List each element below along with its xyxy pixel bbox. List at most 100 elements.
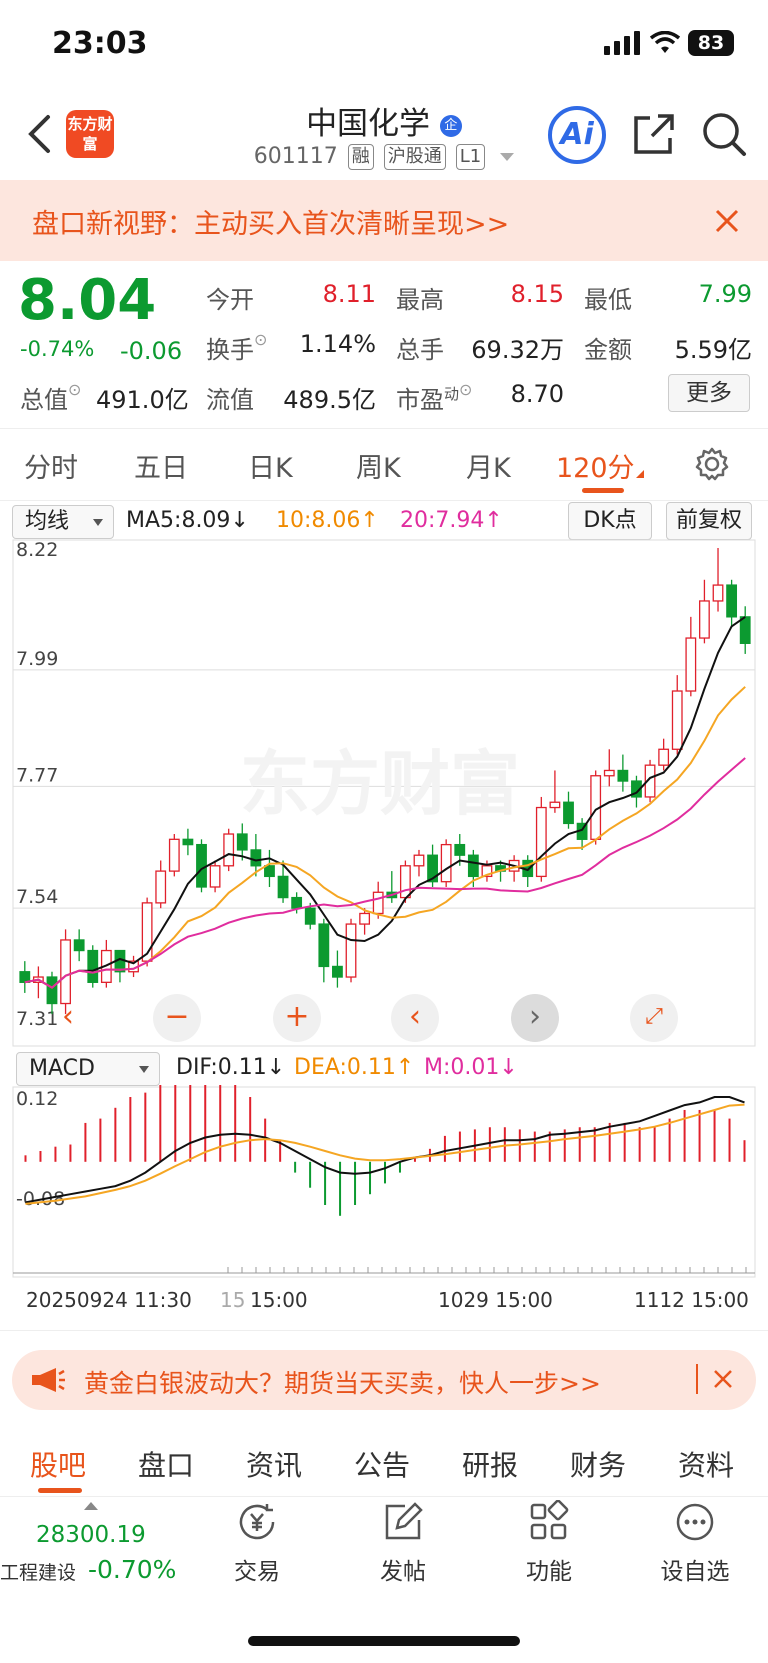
divider <box>0 1496 768 1497</box>
candle <box>345 918 357 983</box>
dif-line <box>25 1096 745 1204</box>
divider-bar <box>696 1364 698 1394</box>
candle <box>277 860 289 903</box>
candle <box>563 791 574 829</box>
candle <box>671 675 683 755</box>
prev-button[interactable]: ‹ <box>391 994 439 1042</box>
candle <box>617 754 629 792</box>
ma5-line <box>24 616 746 989</box>
total-value-label: 总值⊙ <box>20 380 82 414</box>
indicator-select[interactable]: 均线 <box>12 505 114 539</box>
more-button[interactable]: 更多 <box>668 374 750 412</box>
amount-value: 5.59亿 <box>674 336 752 364</box>
info-icon[interactable]: ⊙ <box>254 330 268 349</box>
promo-text[interactable]: 盘口新视野：主动买入首次清晰呈现>> <box>32 209 510 240</box>
amount-label: 金额 <box>584 336 632 364</box>
candle <box>332 950 343 988</box>
chart-settings-icon[interactable] <box>694 446 730 486</box>
tab-finance[interactable]: 财务 <box>570 1449 627 1482</box>
promo-banner-2[interactable] <box>12 1350 756 1410</box>
volume-value: 69.32万 <box>471 336 564 364</box>
high-value: 8.15 <box>510 280 564 308</box>
close-promo-icon[interactable] <box>714 208 740 238</box>
tab-intraday[interactable]: 分时 <box>24 453 78 484</box>
turnover-value: 1.14% <box>299 330 376 358</box>
ai-button[interactable]: Ai <box>548 106 606 164</box>
low-value: 7.99 <box>698 280 752 308</box>
change-amount: -0.06 <box>120 337 183 365</box>
fullscreen-icon[interactable]: ⤢ <box>630 994 678 1042</box>
stock-name: 中国化学 企 <box>0 98 768 143</box>
info-icon[interactable]: ⊙ <box>68 380 82 399</box>
candle <box>359 908 371 935</box>
candle <box>60 929 71 1015</box>
tab-research[interactable]: 研报 <box>462 1449 519 1482</box>
adjust-button[interactable]: 前复权 <box>666 502 752 540</box>
ma20-line <box>24 757 746 989</box>
info-icon[interactable]: ⊙ <box>459 380 473 399</box>
app-logo: 东方财富 <box>66 110 114 158</box>
share-icon[interactable] <box>630 110 678 162</box>
add-watchlist-button[interactable]: 设自选 <box>640 1500 750 1586</box>
candle <box>182 828 194 856</box>
tab-five-day[interactable]: 五日 <box>134 453 188 484</box>
index-percent[interactable]: -0.70% <box>88 1555 177 1584</box>
ma5-value: MA5:8.09↓ <box>126 508 249 533</box>
wifi-icon <box>650 31 680 53</box>
tab-forum[interactable]: 股吧 <box>30 1449 87 1482</box>
scroll-left-icon[interactable]: ‹ <box>62 999 74 1034</box>
candle <box>168 834 180 877</box>
dea-line <box>25 1103 745 1205</box>
search-icon[interactable] <box>700 110 748 162</box>
tab-news[interactable]: 资讯 <box>246 1449 303 1482</box>
post-button[interactable]: 发帖 <box>348 1500 458 1586</box>
pe-value: 8.70 <box>510 380 564 408</box>
next-button[interactable]: › <box>511 994 559 1042</box>
candle <box>427 844 438 887</box>
yuan-icon <box>239 1504 275 1540</box>
divider <box>0 428 768 429</box>
divider <box>0 500 768 501</box>
tab-profile[interactable]: 资料 <box>678 1449 735 1482</box>
candle <box>603 749 615 787</box>
candle <box>413 849 425 877</box>
candle <box>196 839 207 893</box>
x-label-mid1: 15 <box>220 1288 246 1312</box>
promo2-text[interactable]: 黄金白银波动大？期货当天买卖，快人一步>> <box>84 1369 601 1398</box>
dropdown-triangle-icon[interactable] <box>500 153 515 161</box>
candle <box>73 929 85 962</box>
zoom-out-button[interactable]: − <box>153 994 201 1042</box>
candle <box>726 579 738 628</box>
index-name[interactable]: 工程建设 <box>0 1562 77 1584</box>
macd-select[interactable]: MACD <box>16 1052 160 1086</box>
candle <box>264 849 275 887</box>
zoom-in-button[interactable]: + <box>273 994 321 1042</box>
tab-weekly-k[interactable]: 周K <box>356 453 401 484</box>
dk-point-button[interactable]: DK点 <box>568 502 652 540</box>
ma20-value: 20:7.94↑ <box>400 508 503 533</box>
trade-button[interactable]: 交易 <box>202 1500 312 1586</box>
tab-announcements[interactable]: 公告 <box>354 1449 411 1482</box>
edit-icon <box>385 1502 423 1540</box>
tab-120min[interactable]: 120分 <box>556 453 635 484</box>
tab-daily-k[interactable]: 日K <box>248 453 293 484</box>
volume-label: 总手 <box>396 336 444 364</box>
candle <box>685 616 697 697</box>
promo-banner[interactable] <box>0 180 768 261</box>
close-promo2-icon[interactable] <box>712 1368 734 1394</box>
low-label: 最低 <box>584 286 632 314</box>
back-icon[interactable] <box>26 114 52 158</box>
home-indicator <box>248 1636 520 1646</box>
candle <box>236 823 248 861</box>
macd-chart[interactable]: 0.12-0.08 <box>0 1085 768 1285</box>
tab-monthly-k[interactable]: 月K <box>466 453 511 484</box>
watermark: 东方财富 <box>240 743 520 825</box>
candle <box>209 860 221 893</box>
kline-chart[interactable]: 8.22 7.99 7.77 7.54 7.31 东方财富 <box>0 538 768 1048</box>
tab-order-book[interactable]: 盘口 <box>138 1449 195 1482</box>
tag-margin: 融 <box>347 144 374 170</box>
stock-code: 601117 <box>253 144 338 169</box>
functions-button[interactable]: 功能 <box>494 1499 604 1586</box>
high-label: 最高 <box>396 286 444 314</box>
index-value[interactable]: 28300.19 <box>36 1522 146 1548</box>
